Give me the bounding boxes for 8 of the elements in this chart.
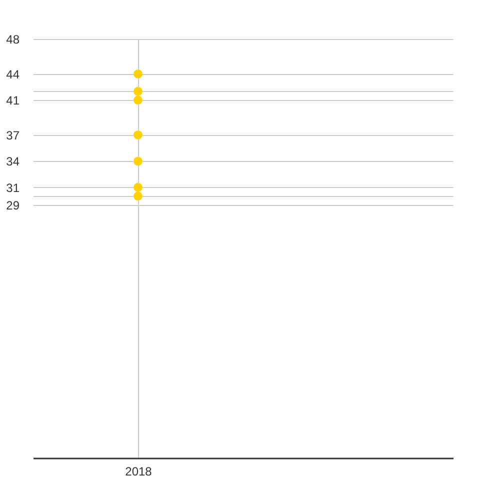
- y-tick-label: 31: [6, 180, 20, 195]
- y-tick-label: 41: [6, 94, 20, 108]
- x-tick-label: 2018: [125, 464, 152, 478]
- y-tick-label: 29: [6, 198, 20, 212]
- y-tick-label: 34: [6, 154, 20, 169]
- y-tick-label: 37: [6, 128, 20, 143]
- y-tick-label: 48: [6, 32, 20, 46]
- y-tick-label: 44: [6, 67, 20, 82]
